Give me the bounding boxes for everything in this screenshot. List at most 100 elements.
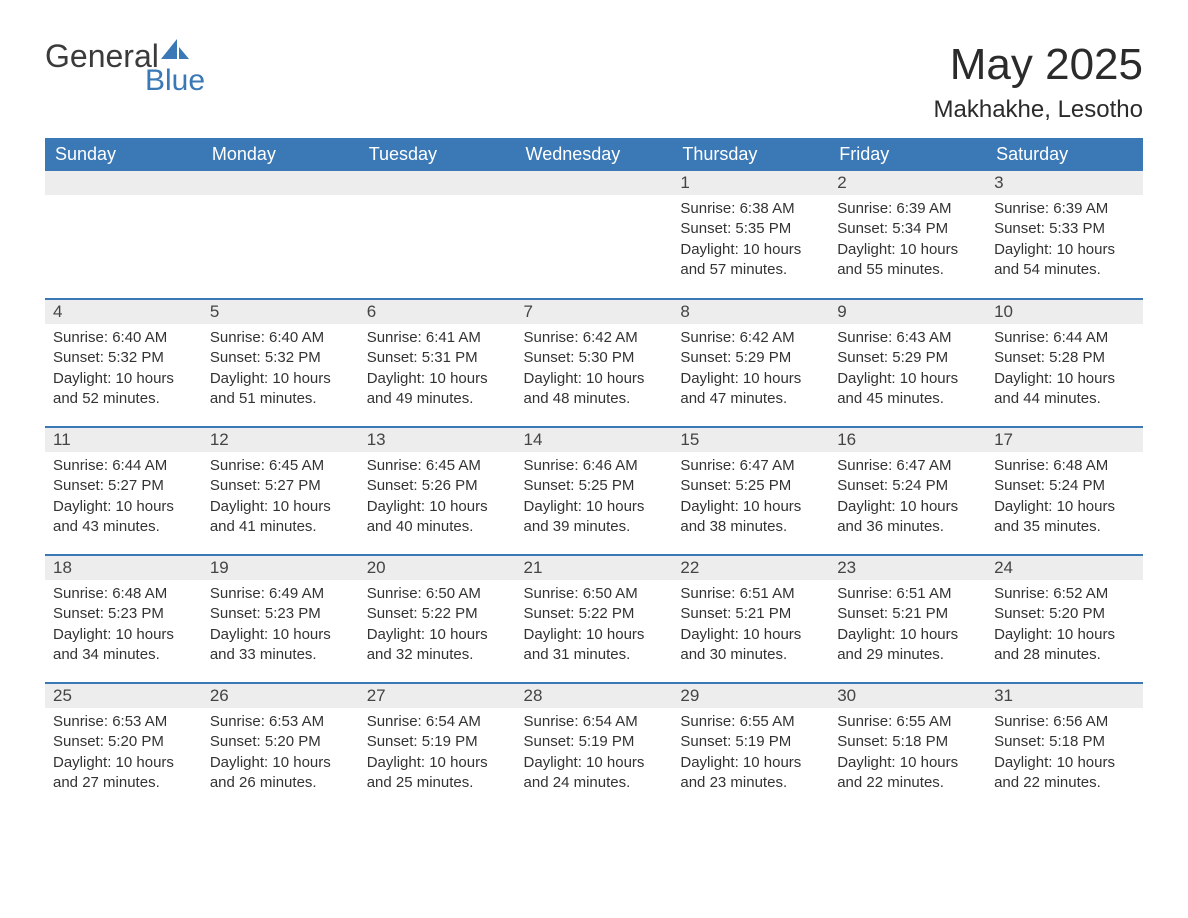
daylight-line: Daylight: 10 hours and 49 minutes. [367,369,508,410]
calendar-cell: 8Sunrise: 6:42 AMSunset: 5:29 PMDaylight… [672,299,829,427]
daylight-line: Daylight: 10 hours and 41 minutes. [210,497,351,538]
calendar-cell: 17Sunrise: 6:48 AMSunset: 5:24 PMDayligh… [986,427,1143,555]
sunset-line: Sunset: 5:24 PM [994,476,1135,496]
day-details: Sunrise: 6:46 AMSunset: 5:25 PMDaylight:… [516,452,673,545]
sunrise-line: Sunrise: 6:47 AM [680,456,821,476]
sunset-line: Sunset: 5:27 PM [53,476,194,496]
calendar-cell: 27Sunrise: 6:54 AMSunset: 5:19 PMDayligh… [359,683,516,811]
sunrise-line: Sunrise: 6:39 AM [837,199,978,219]
day-details: Sunrise: 6:54 AMSunset: 5:19 PMDaylight:… [359,708,516,801]
day-details: Sunrise: 6:40 AMSunset: 5:32 PMDaylight:… [45,324,202,417]
brand-name-part2: Blue [145,66,205,96]
daylight-line: Daylight: 10 hours and 26 minutes. [210,753,351,794]
day-number: 18 [45,556,202,580]
sunset-line: Sunset: 5:19 PM [680,732,821,752]
day-number-empty [516,171,673,195]
day-details: Sunrise: 6:49 AMSunset: 5:23 PMDaylight:… [202,580,359,673]
sunset-line: Sunset: 5:29 PM [837,348,978,368]
daylight-line: Daylight: 10 hours and 40 minutes. [367,497,508,538]
calendar-cell: 18Sunrise: 6:48 AMSunset: 5:23 PMDayligh… [45,555,202,683]
calendar-cell: 25Sunrise: 6:53 AMSunset: 5:20 PMDayligh… [45,683,202,811]
day-details: Sunrise: 6:55 AMSunset: 5:19 PMDaylight:… [672,708,829,801]
day-number: 7 [516,300,673,324]
day-details: Sunrise: 6:56 AMSunset: 5:18 PMDaylight:… [986,708,1143,801]
daylight-line: Daylight: 10 hours and 36 minutes. [837,497,978,538]
sunset-line: Sunset: 5:27 PM [210,476,351,496]
day-number: 9 [829,300,986,324]
day-number: 8 [672,300,829,324]
sail-icon [161,34,189,66]
calendar-cell: 2Sunrise: 6:39 AMSunset: 5:34 PMDaylight… [829,171,986,299]
sunrise-line: Sunrise: 6:46 AM [524,456,665,476]
sunrise-line: Sunrise: 6:40 AM [53,328,194,348]
calendar-week: 1Sunrise: 6:38 AMSunset: 5:35 PMDaylight… [45,171,1143,299]
day-details: Sunrise: 6:44 AMSunset: 5:28 PMDaylight:… [986,324,1143,417]
day-number: 4 [45,300,202,324]
brand-logo: General Blue [45,40,205,96]
calendar-cell: 14Sunrise: 6:46 AMSunset: 5:25 PMDayligh… [516,427,673,555]
calendar-cell: 12Sunrise: 6:45 AMSunset: 5:27 PMDayligh… [202,427,359,555]
daylight-line: Daylight: 10 hours and 27 minutes. [53,753,194,794]
sunrise-line: Sunrise: 6:45 AM [367,456,508,476]
sunrise-line: Sunrise: 6:51 AM [837,584,978,604]
day-number-empty [202,171,359,195]
day-number-empty [359,171,516,195]
sunrise-line: Sunrise: 6:42 AM [524,328,665,348]
daylight-line: Daylight: 10 hours and 22 minutes. [994,753,1135,794]
calendar-cell: 28Sunrise: 6:54 AMSunset: 5:19 PMDayligh… [516,683,673,811]
day-details: Sunrise: 6:45 AMSunset: 5:26 PMDaylight:… [359,452,516,545]
calendar-cell: 24Sunrise: 6:52 AMSunset: 5:20 PMDayligh… [986,555,1143,683]
daylight-line: Daylight: 10 hours and 57 minutes. [680,240,821,281]
calendar-cell: 13Sunrise: 6:45 AMSunset: 5:26 PMDayligh… [359,427,516,555]
sunset-line: Sunset: 5:33 PM [994,219,1135,239]
calendar-cell: 21Sunrise: 6:50 AMSunset: 5:22 PMDayligh… [516,555,673,683]
calendar-cell: 9Sunrise: 6:43 AMSunset: 5:29 PMDaylight… [829,299,986,427]
sunset-line: Sunset: 5:20 PM [994,604,1135,624]
sunrise-line: Sunrise: 6:43 AM [837,328,978,348]
sunset-line: Sunset: 5:25 PM [524,476,665,496]
calendar-cell: 31Sunrise: 6:56 AMSunset: 5:18 PMDayligh… [986,683,1143,811]
sunrise-line: Sunrise: 6:40 AM [210,328,351,348]
day-number: 29 [672,684,829,708]
day-number: 13 [359,428,516,452]
sunset-line: Sunset: 5:32 PM [53,348,194,368]
calendar-body: 1Sunrise: 6:38 AMSunset: 5:35 PMDaylight… [45,171,1143,811]
day-number: 25 [45,684,202,708]
day-number: 10 [986,300,1143,324]
day-number: 19 [202,556,359,580]
calendar-cell [202,171,359,299]
sunrise-line: Sunrise: 6:53 AM [53,712,194,732]
weekday-header-row: SundayMondayTuesdayWednesdayThursdayFrid… [45,138,1143,171]
day-details: Sunrise: 6:39 AMSunset: 5:33 PMDaylight:… [986,195,1143,288]
sunrise-line: Sunrise: 6:41 AM [367,328,508,348]
sunrise-line: Sunrise: 6:45 AM [210,456,351,476]
daylight-line: Daylight: 10 hours and 54 minutes. [994,240,1135,281]
day-details: Sunrise: 6:55 AMSunset: 5:18 PMDaylight:… [829,708,986,801]
calendar-cell: 15Sunrise: 6:47 AMSunset: 5:25 PMDayligh… [672,427,829,555]
daylight-line: Daylight: 10 hours and 47 minutes. [680,369,821,410]
daylight-line: Daylight: 10 hours and 23 minutes. [680,753,821,794]
day-details: Sunrise: 6:50 AMSunset: 5:22 PMDaylight:… [516,580,673,673]
calendar-cell [45,171,202,299]
calendar-cell: 3Sunrise: 6:39 AMSunset: 5:33 PMDaylight… [986,171,1143,299]
sunset-line: Sunset: 5:23 PM [210,604,351,624]
day-number: 2 [829,171,986,195]
calendar-cell: 1Sunrise: 6:38 AMSunset: 5:35 PMDaylight… [672,171,829,299]
daylight-line: Daylight: 10 hours and 48 minutes. [524,369,665,410]
sunrise-line: Sunrise: 6:51 AM [680,584,821,604]
calendar-cell: 16Sunrise: 6:47 AMSunset: 5:24 PMDayligh… [829,427,986,555]
day-details: Sunrise: 6:42 AMSunset: 5:30 PMDaylight:… [516,324,673,417]
day-details: Sunrise: 6:53 AMSunset: 5:20 PMDaylight:… [45,708,202,801]
daylight-line: Daylight: 10 hours and 34 minutes. [53,625,194,666]
sunrise-line: Sunrise: 6:54 AM [524,712,665,732]
sunset-line: Sunset: 5:18 PM [994,732,1135,752]
sunrise-line: Sunrise: 6:38 AM [680,199,821,219]
sunrise-line: Sunrise: 6:50 AM [367,584,508,604]
sunset-line: Sunset: 5:24 PM [837,476,978,496]
weekday-header: Friday [829,138,986,171]
sunset-line: Sunset: 5:19 PM [367,732,508,752]
sunrise-line: Sunrise: 6:56 AM [994,712,1135,732]
day-details: Sunrise: 6:54 AMSunset: 5:19 PMDaylight:… [516,708,673,801]
day-number: 5 [202,300,359,324]
calendar-week: 18Sunrise: 6:48 AMSunset: 5:23 PMDayligh… [45,555,1143,683]
